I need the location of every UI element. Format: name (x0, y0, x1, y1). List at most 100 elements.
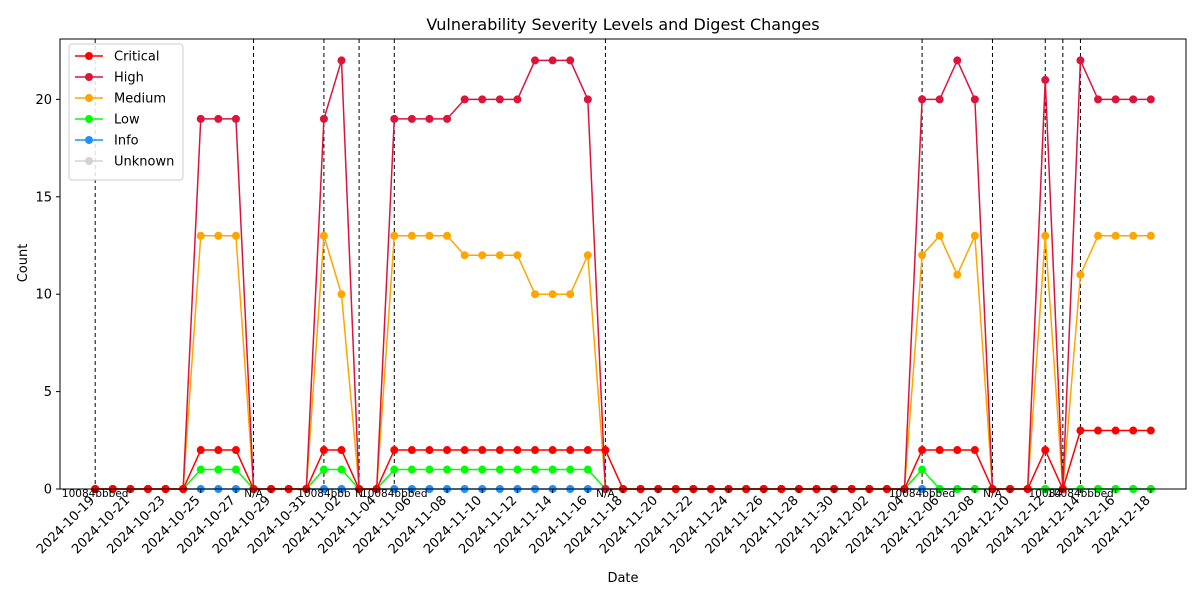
y-tick-label: 0 (44, 483, 52, 498)
data-point-medium (478, 251, 487, 260)
data-point-critical (478, 446, 487, 455)
data-point-medium (1094, 231, 1103, 240)
data-point-critical (918, 446, 927, 455)
digest-change-label: 10084bbbed (889, 488, 956, 500)
y-tick-label: 10 (35, 288, 52, 303)
digest-change-lines (94, 39, 1081, 489)
data-point-critical (531, 446, 540, 455)
data-point-low (478, 465, 487, 474)
legend-item-high: High (75, 71, 144, 86)
legend-item-unknown: Unknown (75, 155, 174, 170)
data-point-medium (319, 231, 328, 240)
data-point-critical (214, 446, 223, 455)
x-axis-label: Date (607, 571, 638, 586)
chart-title: Vulnerability Severity Levels and Digest… (426, 15, 819, 34)
data-point-medium (1111, 231, 1120, 240)
legend-item-medium: Medium (75, 92, 166, 107)
data-point-medium (407, 231, 416, 240)
data-point-medium (460, 251, 469, 260)
data-point-medium (970, 231, 979, 240)
data-point-critical (548, 446, 557, 455)
data-point-critical (425, 446, 434, 455)
data-point-low (583, 465, 592, 474)
data-point-high (231, 114, 240, 123)
data-point-medium (390, 231, 399, 240)
data-point-high (214, 114, 223, 123)
data-point-high (953, 56, 962, 65)
data-point-high (583, 95, 592, 104)
data-point-high (337, 56, 346, 65)
data-point-critical (566, 446, 575, 455)
data-point-low (337, 465, 346, 474)
legend-label: High (114, 71, 144, 86)
data-point-low (513, 465, 522, 474)
data-point-high (478, 95, 487, 104)
y-tick-label: 5 (44, 385, 52, 400)
legend-marker (85, 115, 93, 123)
legend-item-low: Low (75, 113, 140, 128)
digest-change-label: 10084 (1029, 488, 1063, 500)
data-point-low (425, 465, 434, 474)
legend-label: Unknown (114, 155, 174, 170)
data-point-high (1129, 95, 1138, 104)
digest-change-label: N/A (983, 488, 1002, 500)
data-point-low (495, 465, 504, 474)
legend-label: Low (114, 113, 140, 128)
data-point-critical (1041, 446, 1050, 455)
legend-marker (85, 157, 93, 165)
data-point-high (513, 95, 522, 104)
data-point-critical (935, 446, 944, 455)
data-point-medium (1041, 231, 1050, 240)
data-point-medium (566, 290, 575, 299)
data-point-medium (1076, 270, 1085, 279)
digest-change-label: N (355, 488, 363, 500)
data-point-critical (443, 446, 452, 455)
data-point-low (918, 465, 927, 474)
data-point-high (1041, 75, 1050, 84)
legend-label: Medium (114, 92, 166, 107)
data-point-low (548, 465, 557, 474)
data-point-high (495, 95, 504, 104)
data-point-high (425, 114, 434, 123)
digest-change-label: 10084bbbed (1047, 488, 1114, 500)
data-point-high (443, 114, 452, 123)
legend-item-critical: Critical (75, 50, 159, 65)
data-point-critical (1094, 426, 1103, 435)
digest-change-label: N/A (244, 488, 263, 500)
data-point-low (531, 465, 540, 474)
data-point-critical (970, 446, 979, 455)
data-point-medium (495, 251, 504, 260)
data-point-medium (935, 231, 944, 240)
legend-marker (85, 52, 93, 60)
data-point-critical (337, 446, 346, 455)
y-tick-label: 15 (35, 190, 52, 205)
legend-label: Critical (114, 50, 159, 65)
legend-box (68, 43, 184, 181)
data-point-low (231, 465, 240, 474)
data-point-medium (583, 251, 592, 260)
data-point-high (390, 114, 399, 123)
data-point-medium (1146, 231, 1155, 240)
data-point-critical (601, 446, 610, 455)
data-point-medium (531, 290, 540, 299)
data-point-low (214, 465, 223, 474)
y-tick-label: 20 (35, 93, 52, 108)
legend-marker (85, 94, 93, 102)
data-point-medium (214, 231, 223, 240)
data-point-medium (918, 251, 927, 260)
data-point-high (918, 95, 927, 104)
data-point-low (390, 465, 399, 474)
y-axis-label: Count (16, 244, 31, 283)
data-point-critical (460, 446, 469, 455)
data-point-low (196, 465, 205, 474)
data-point-low (460, 465, 469, 474)
data-point-critical (513, 446, 522, 455)
legend-label: Info (114, 134, 139, 149)
data-point-medium (196, 231, 205, 240)
data-point-critical (1076, 426, 1085, 435)
digest-change-label: N/A (596, 488, 615, 500)
data-point-critical (231, 446, 240, 455)
data-point-medium (337, 290, 346, 299)
data-point-high (460, 95, 469, 104)
